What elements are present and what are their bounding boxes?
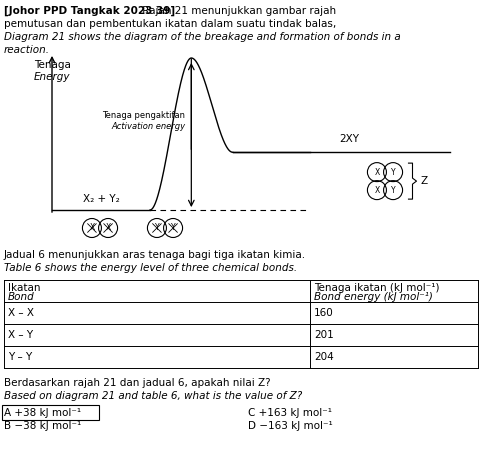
Text: Energy: Energy [34, 72, 70, 82]
Text: A +38 kJ mol⁻¹: A +38 kJ mol⁻¹ [4, 408, 81, 418]
Text: Z: Z [421, 176, 428, 186]
Text: Diagram 21 shows the diagram of the breakage and formation of bonds in a: Diagram 21 shows the diagram of the brea… [4, 32, 401, 42]
Text: Jadual 6 menunjukkan aras tenaga bagi tiga ikatan kimia.: Jadual 6 menunjukkan aras tenaga bagi ti… [4, 250, 306, 260]
Text: Y: Y [391, 186, 395, 195]
Text: 160: 160 [314, 308, 334, 318]
Text: 204: 204 [314, 352, 334, 362]
Text: Y – Y: Y – Y [8, 352, 32, 362]
Text: X – Y: X – Y [8, 330, 33, 340]
Text: D −163 kJ mol⁻¹: D −163 kJ mol⁻¹ [248, 421, 333, 431]
Text: Y: Y [155, 223, 159, 233]
Text: 2XY: 2XY [339, 134, 359, 144]
Text: Table 6 shows the energy level of three chemical bonds.: Table 6 shows the energy level of three … [4, 263, 297, 273]
Text: Bond: Bond [8, 292, 35, 302]
Text: Tenaga pengaktifan: Tenaga pengaktifan [102, 111, 186, 120]
Text: X: X [106, 223, 111, 233]
Text: X: X [374, 168, 379, 176]
Text: X: X [89, 223, 95, 233]
Text: B −38 kJ mol⁻¹: B −38 kJ mol⁻¹ [4, 421, 81, 431]
Text: Ikatan: Ikatan [8, 283, 41, 293]
Text: Tenaga ikatan (kJ mol⁻¹): Tenaga ikatan (kJ mol⁻¹) [314, 283, 439, 293]
Text: Bond energy (kJ mol⁻¹): Bond energy (kJ mol⁻¹) [314, 292, 433, 302]
Text: Activation energy: Activation energy [111, 122, 186, 131]
Text: X – X: X – X [8, 308, 34, 318]
Text: Tenaga: Tenaga [34, 60, 71, 70]
Text: [Johor PPD Tangkak 2023 39]: [Johor PPD Tangkak 2023 39] [4, 6, 175, 16]
Text: 201: 201 [314, 330, 334, 340]
Text: X₂ + Y₂: X₂ + Y₂ [83, 194, 120, 204]
Text: X: X [374, 186, 379, 195]
Text: Y: Y [171, 223, 176, 233]
Text: Rajah 21 menunjukkan gambar rajah: Rajah 21 menunjukkan gambar rajah [139, 6, 336, 16]
Text: reaction.: reaction. [4, 45, 50, 55]
Text: Berdasarkan rajah 21 dan jadual 6, apakah nilai Z?: Berdasarkan rajah 21 dan jadual 6, apaka… [4, 378, 271, 388]
Text: pemutusan dan pembentukan ikatan dalam suatu tindak balas,: pemutusan dan pembentukan ikatan dalam s… [4, 19, 336, 29]
Text: C +163 kJ mol⁻¹: C +163 kJ mol⁻¹ [248, 408, 332, 418]
Text: Y: Y [391, 168, 395, 176]
Text: Based on diagram 21 and table 6, what is the value of Z?: Based on diagram 21 and table 6, what is… [4, 391, 302, 401]
